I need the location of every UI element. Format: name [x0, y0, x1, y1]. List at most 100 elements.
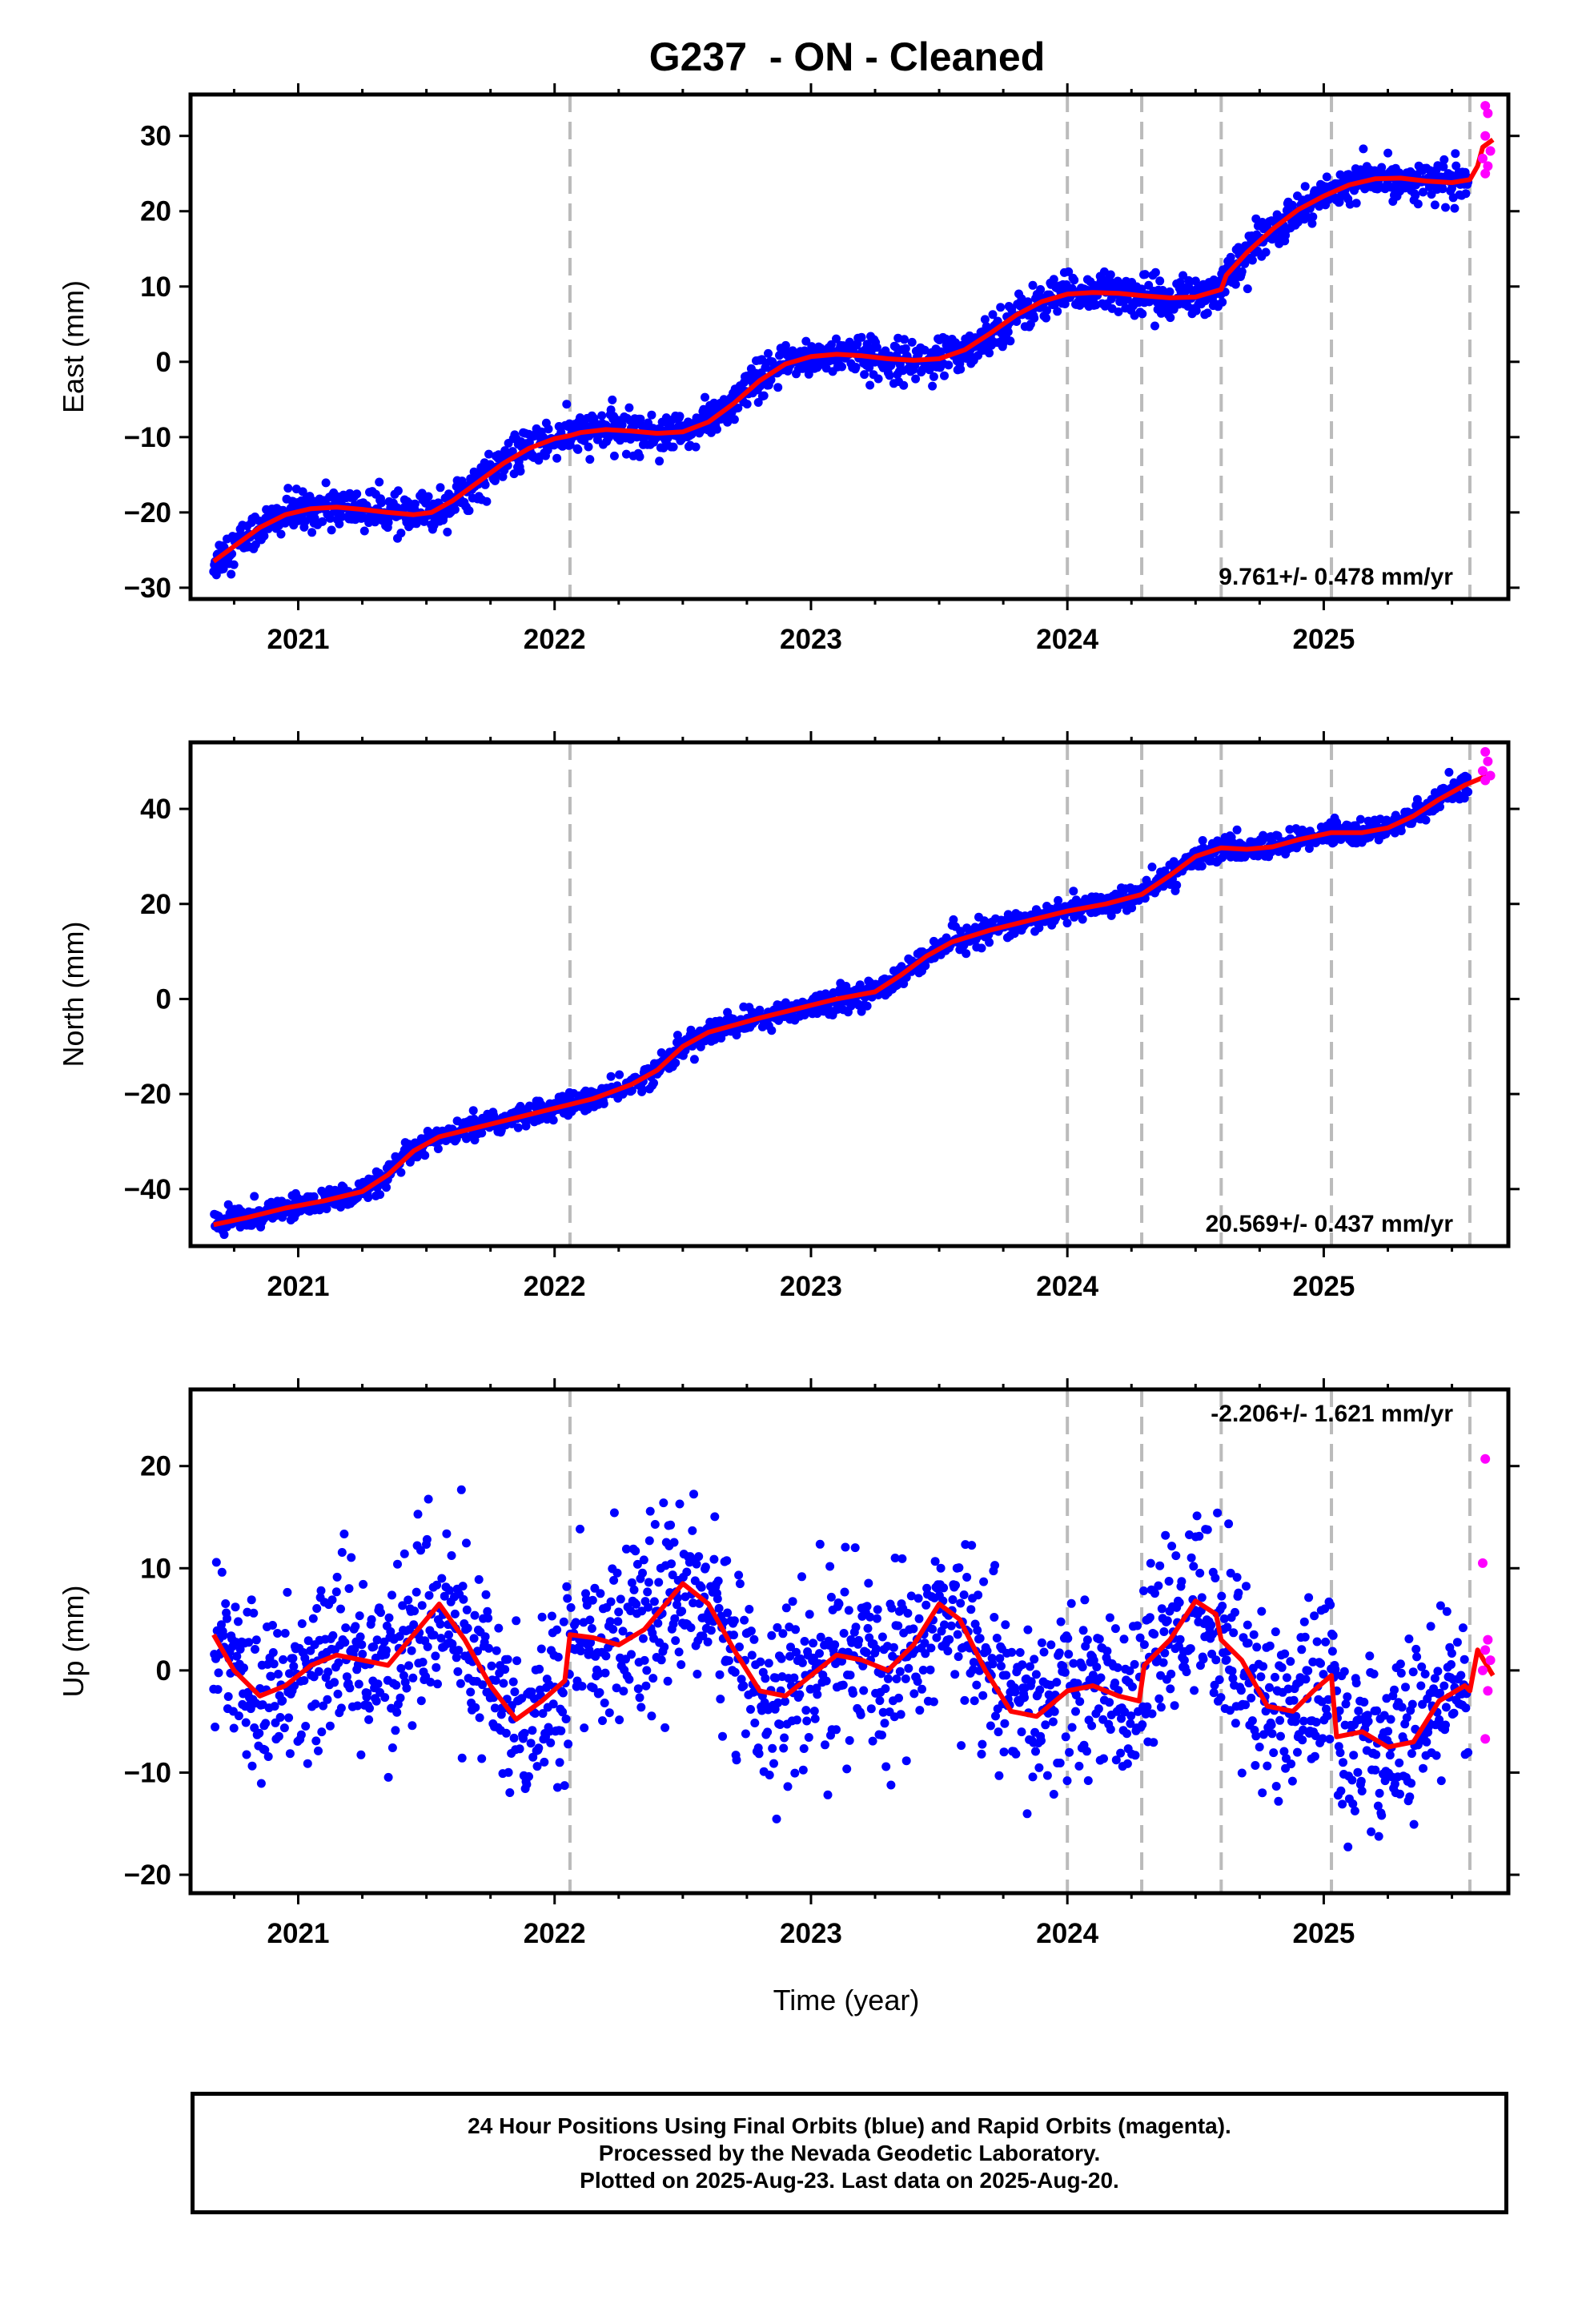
- data-point: [354, 1679, 363, 1689]
- data-point: [1046, 1640, 1056, 1650]
- data-point: [890, 1554, 900, 1562]
- data-point: [1066, 1598, 1076, 1608]
- data-point: [936, 1563, 946, 1573]
- data-point: [1229, 1628, 1239, 1638]
- data-point: [763, 1727, 773, 1737]
- data-point: [1195, 1531, 1204, 1541]
- data-point: [1269, 1748, 1279, 1758]
- data-point: [1211, 1655, 1221, 1665]
- data-point: [823, 1790, 833, 1799]
- data-point: [1064, 1650, 1074, 1659]
- data-point: [473, 1647, 482, 1656]
- data-point: [223, 1692, 233, 1701]
- data-point: [318, 517, 327, 526]
- data-point: [1167, 1542, 1177, 1551]
- data-point: [635, 1693, 644, 1703]
- data-point: [619, 1687, 628, 1696]
- data-point: [1297, 1645, 1307, 1655]
- data-point: [534, 1743, 544, 1753]
- data-point: [979, 1577, 989, 1586]
- data-point: [470, 1610, 480, 1620]
- data-point: [396, 1168, 406, 1177]
- data-point: [462, 1538, 471, 1548]
- data-point: [645, 1506, 655, 1516]
- data-point: [1075, 1697, 1085, 1707]
- data-point: [761, 1674, 770, 1683]
- data-point: [1247, 255, 1257, 265]
- data-point: [841, 1542, 850, 1552]
- data-point: [1310, 1751, 1319, 1761]
- data-point: [1037, 1638, 1046, 1647]
- data-point: [773, 1698, 783, 1707]
- data-point: [1111, 1755, 1121, 1765]
- data-point: [386, 1626, 396, 1636]
- data-point: [614, 1607, 624, 1617]
- data-point: [1162, 1616, 1172, 1626]
- data-point: [627, 1086, 636, 1096]
- data-point: [904, 1663, 913, 1673]
- data-point: [1277, 1663, 1287, 1672]
- data-point: [303, 1636, 313, 1646]
- data-point: [940, 1620, 949, 1630]
- data-point: [464, 506, 474, 516]
- data-point: [516, 466, 525, 476]
- data-point: [1078, 1626, 1088, 1635]
- data-point: [573, 444, 583, 454]
- data-point: [1089, 1655, 1098, 1665]
- data-point: [713, 1576, 723, 1586]
- data-point: [606, 405, 616, 415]
- data-point: [279, 1655, 288, 1664]
- data-point: [1231, 1607, 1239, 1617]
- data-point: [1258, 1788, 1267, 1798]
- data-point: [689, 1055, 699, 1064]
- data-point: [845, 1735, 854, 1745]
- data-point: [323, 1667, 333, 1677]
- data-point: [661, 1723, 670, 1732]
- data-point: [596, 1589, 605, 1598]
- data-point: [911, 374, 921, 384]
- data-point: [978, 1739, 987, 1749]
- data-point: [800, 1637, 809, 1646]
- data-point: [433, 1144, 443, 1153]
- data-point: [556, 1726, 566, 1735]
- data-point: [355, 1632, 365, 1642]
- data-point: [844, 1606, 853, 1615]
- data-point: [321, 478, 331, 488]
- data-point: [606, 1072, 616, 1081]
- data-point: [561, 1715, 571, 1723]
- data-point: [1052, 1678, 1062, 1687]
- data-point: [363, 1193, 373, 1202]
- data-point: [1172, 880, 1182, 890]
- data-point: [1218, 297, 1227, 307]
- data-point: [917, 1684, 926, 1694]
- data-point: [562, 1582, 572, 1591]
- data-point: [992, 1634, 1002, 1642]
- data-point: [813, 1690, 822, 1699]
- data-point: [615, 1715, 624, 1725]
- data-point: [909, 1689, 919, 1699]
- data-point: [954, 1652, 963, 1662]
- data-point: [675, 412, 685, 421]
- data-point: [1279, 1747, 1289, 1756]
- data-point: [1224, 1519, 1234, 1529]
- data-point: [1028, 1772, 1038, 1782]
- data-point: [588, 1595, 597, 1605]
- data-point: [213, 1685, 223, 1695]
- data-point: [1282, 1673, 1291, 1683]
- data-point: [552, 1625, 562, 1634]
- data-point: [528, 1752, 538, 1762]
- data-point: [643, 1587, 652, 1597]
- data-point: [954, 1563, 964, 1573]
- data-point: [1231, 1719, 1240, 1728]
- data-point: [615, 1070, 624, 1080]
- data-point: [644, 1578, 653, 1587]
- data-point: [478, 1680, 488, 1690]
- data-point: [670, 1614, 680, 1623]
- data-point: [1166, 1669, 1176, 1679]
- data-point: [1280, 1649, 1290, 1659]
- y-tick-label: −40: [124, 1174, 171, 1205]
- data-point: [1018, 1660, 1027, 1670]
- data-point: [842, 1764, 852, 1774]
- data-point: [1311, 1718, 1321, 1727]
- data-point: [387, 1743, 397, 1752]
